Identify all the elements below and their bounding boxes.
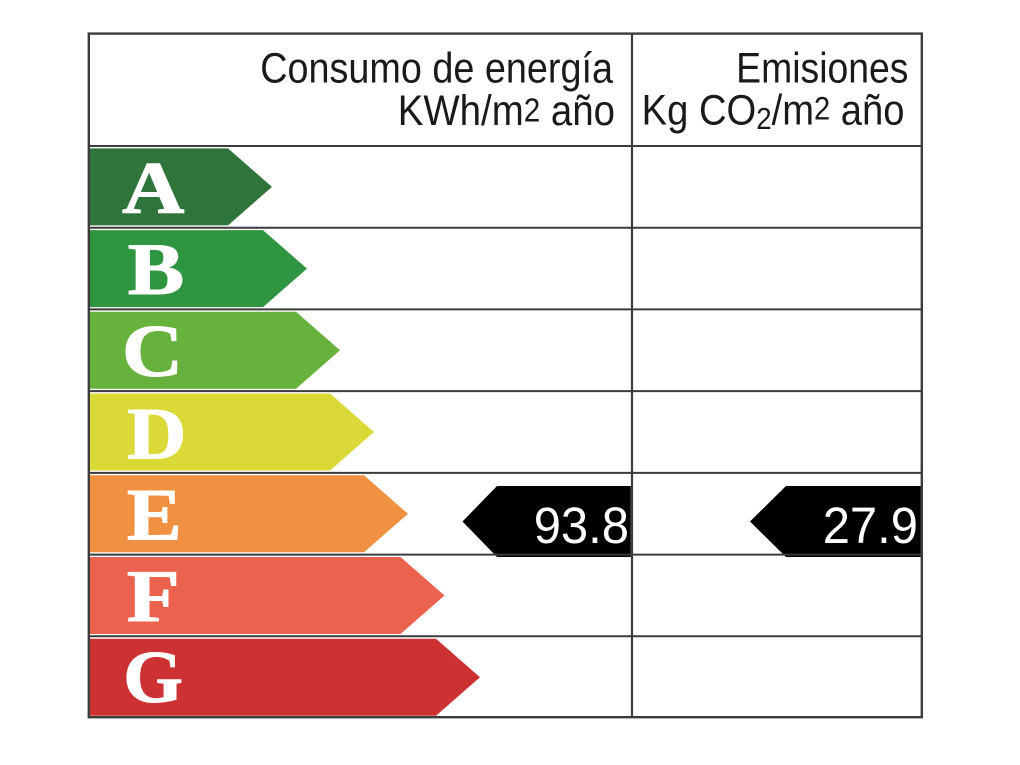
svg-text:Consumo de energía: Consumo de energía	[260, 44, 613, 92]
svg-text:E: E	[127, 473, 182, 555]
svg-text:Kg CO2/m2 año: Kg CO2/m2 año	[642, 85, 905, 136]
svg-text:D: D	[127, 392, 186, 475]
svg-text:A: A	[122, 147, 184, 229]
svg-text:93.8: 93.8	[534, 497, 629, 554]
svg-text:G: G	[123, 637, 183, 719]
svg-text:B: B	[128, 229, 184, 311]
svg-text:KWh/m2 año: KWh/m2 año	[398, 86, 615, 134]
svg-text:Emisiones: Emisiones	[736, 44, 908, 92]
svg-text:C: C	[122, 311, 183, 393]
svg-text:F: F	[127, 556, 180, 638]
svg-text:27.9: 27.9	[823, 497, 918, 554]
